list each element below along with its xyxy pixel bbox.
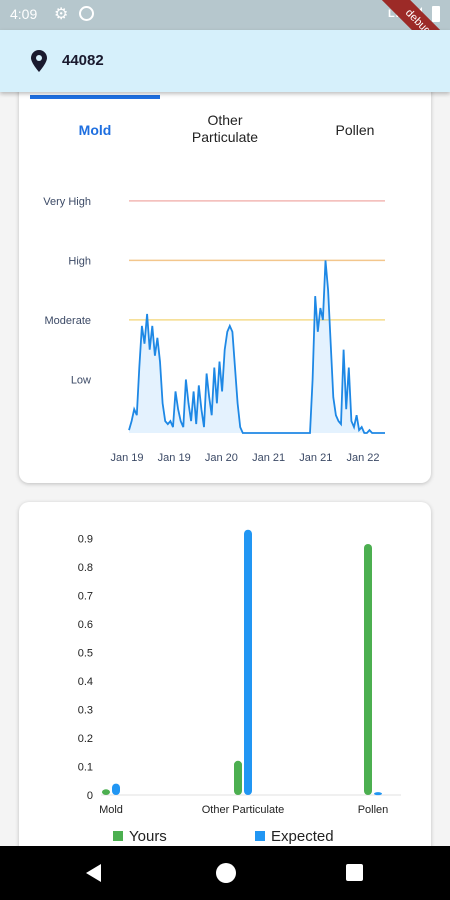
y-tick-label: 0.9 xyxy=(78,533,93,545)
bar xyxy=(112,783,120,795)
bar xyxy=(374,792,382,796)
y-tick-label: Very High xyxy=(43,196,91,208)
x-tick-label: Pollen xyxy=(358,804,389,816)
tab-indicator xyxy=(30,95,160,99)
y-tick-label: Low xyxy=(71,374,91,386)
y-tick-label: 0.8 xyxy=(78,562,93,574)
x-tick-label: Jan 19 xyxy=(110,452,143,464)
zip-code[interactable]: 44082 xyxy=(62,52,104,69)
legend-swatch xyxy=(255,831,265,841)
tab-label: Other Particulate xyxy=(191,112,259,145)
legend-swatch xyxy=(113,831,123,841)
gear-icon: ⚙ xyxy=(54,6,69,23)
x-tick-label: Jan 19 xyxy=(158,452,191,464)
y-tick-label: 0.1 xyxy=(78,761,93,773)
mold-line-chart: Low Moderate High Very High Jan 19 Jan 19 Jan … xyxy=(43,196,385,464)
comparison-card: 0 0.1 0.2 0.3 0.4 0.5 0.6 0.7 0.8 0.9 Mold Other Pa… xyxy=(19,502,431,862)
y-tick-label: Moderate xyxy=(45,315,91,327)
recents-icon[interactable] xyxy=(346,864,363,881)
bar xyxy=(102,789,110,795)
app-bar: 44082 xyxy=(0,30,450,92)
bar xyxy=(244,529,252,795)
back-icon[interactable] xyxy=(86,864,101,882)
legend-label: Yours xyxy=(129,828,167,845)
android-nav-bar xyxy=(0,846,450,900)
comparison-bar-chart: 0 0.1 0.2 0.3 0.4 0.5 0.6 0.7 0.8 0.9 Mold Other Pa… xyxy=(78,529,401,845)
tab-other-particulate[interactable]: Other Particulate xyxy=(169,112,281,146)
x-tick-label: Jan 20 xyxy=(205,452,238,464)
y-tick-label: High xyxy=(68,255,91,267)
sync-icon xyxy=(79,6,94,21)
x-tick-label: Mold xyxy=(99,804,123,816)
y-tick-label: 0.2 xyxy=(78,733,93,745)
battery-icon xyxy=(432,6,440,22)
x-tick-label: Other Particulate xyxy=(202,804,285,816)
status-bar: 4:09 ⚙ LTE debug xyxy=(0,0,450,79)
home-icon[interactable] xyxy=(216,863,236,883)
y-tick-label: 0.5 xyxy=(78,647,93,659)
x-tick-label: Jan 22 xyxy=(346,452,379,464)
tab-pollen[interactable]: Pollen xyxy=(335,122,375,138)
legend-label: Expected xyxy=(271,828,334,845)
tab-mold[interactable]: Mold xyxy=(78,122,112,138)
y-tick-label: 0.7 xyxy=(78,590,93,602)
location-pin-icon[interactable] xyxy=(31,50,47,72)
bar xyxy=(234,760,242,795)
series-line xyxy=(128,260,385,434)
x-tick-label: Jan 21 xyxy=(252,452,285,464)
y-tick-label: 0 xyxy=(87,790,93,802)
x-tick-label: Jan 21 xyxy=(299,452,332,464)
bar xyxy=(364,543,372,795)
levels-card: Mold Other Particulate Pollen Low Moderat… xyxy=(19,80,431,483)
y-tick-label: 0.4 xyxy=(78,676,93,688)
y-tick-label: 0.3 xyxy=(78,704,93,716)
y-tick-label: 0.6 xyxy=(78,619,93,631)
clock: 4:09 xyxy=(10,6,38,22)
series-area xyxy=(129,260,385,434)
